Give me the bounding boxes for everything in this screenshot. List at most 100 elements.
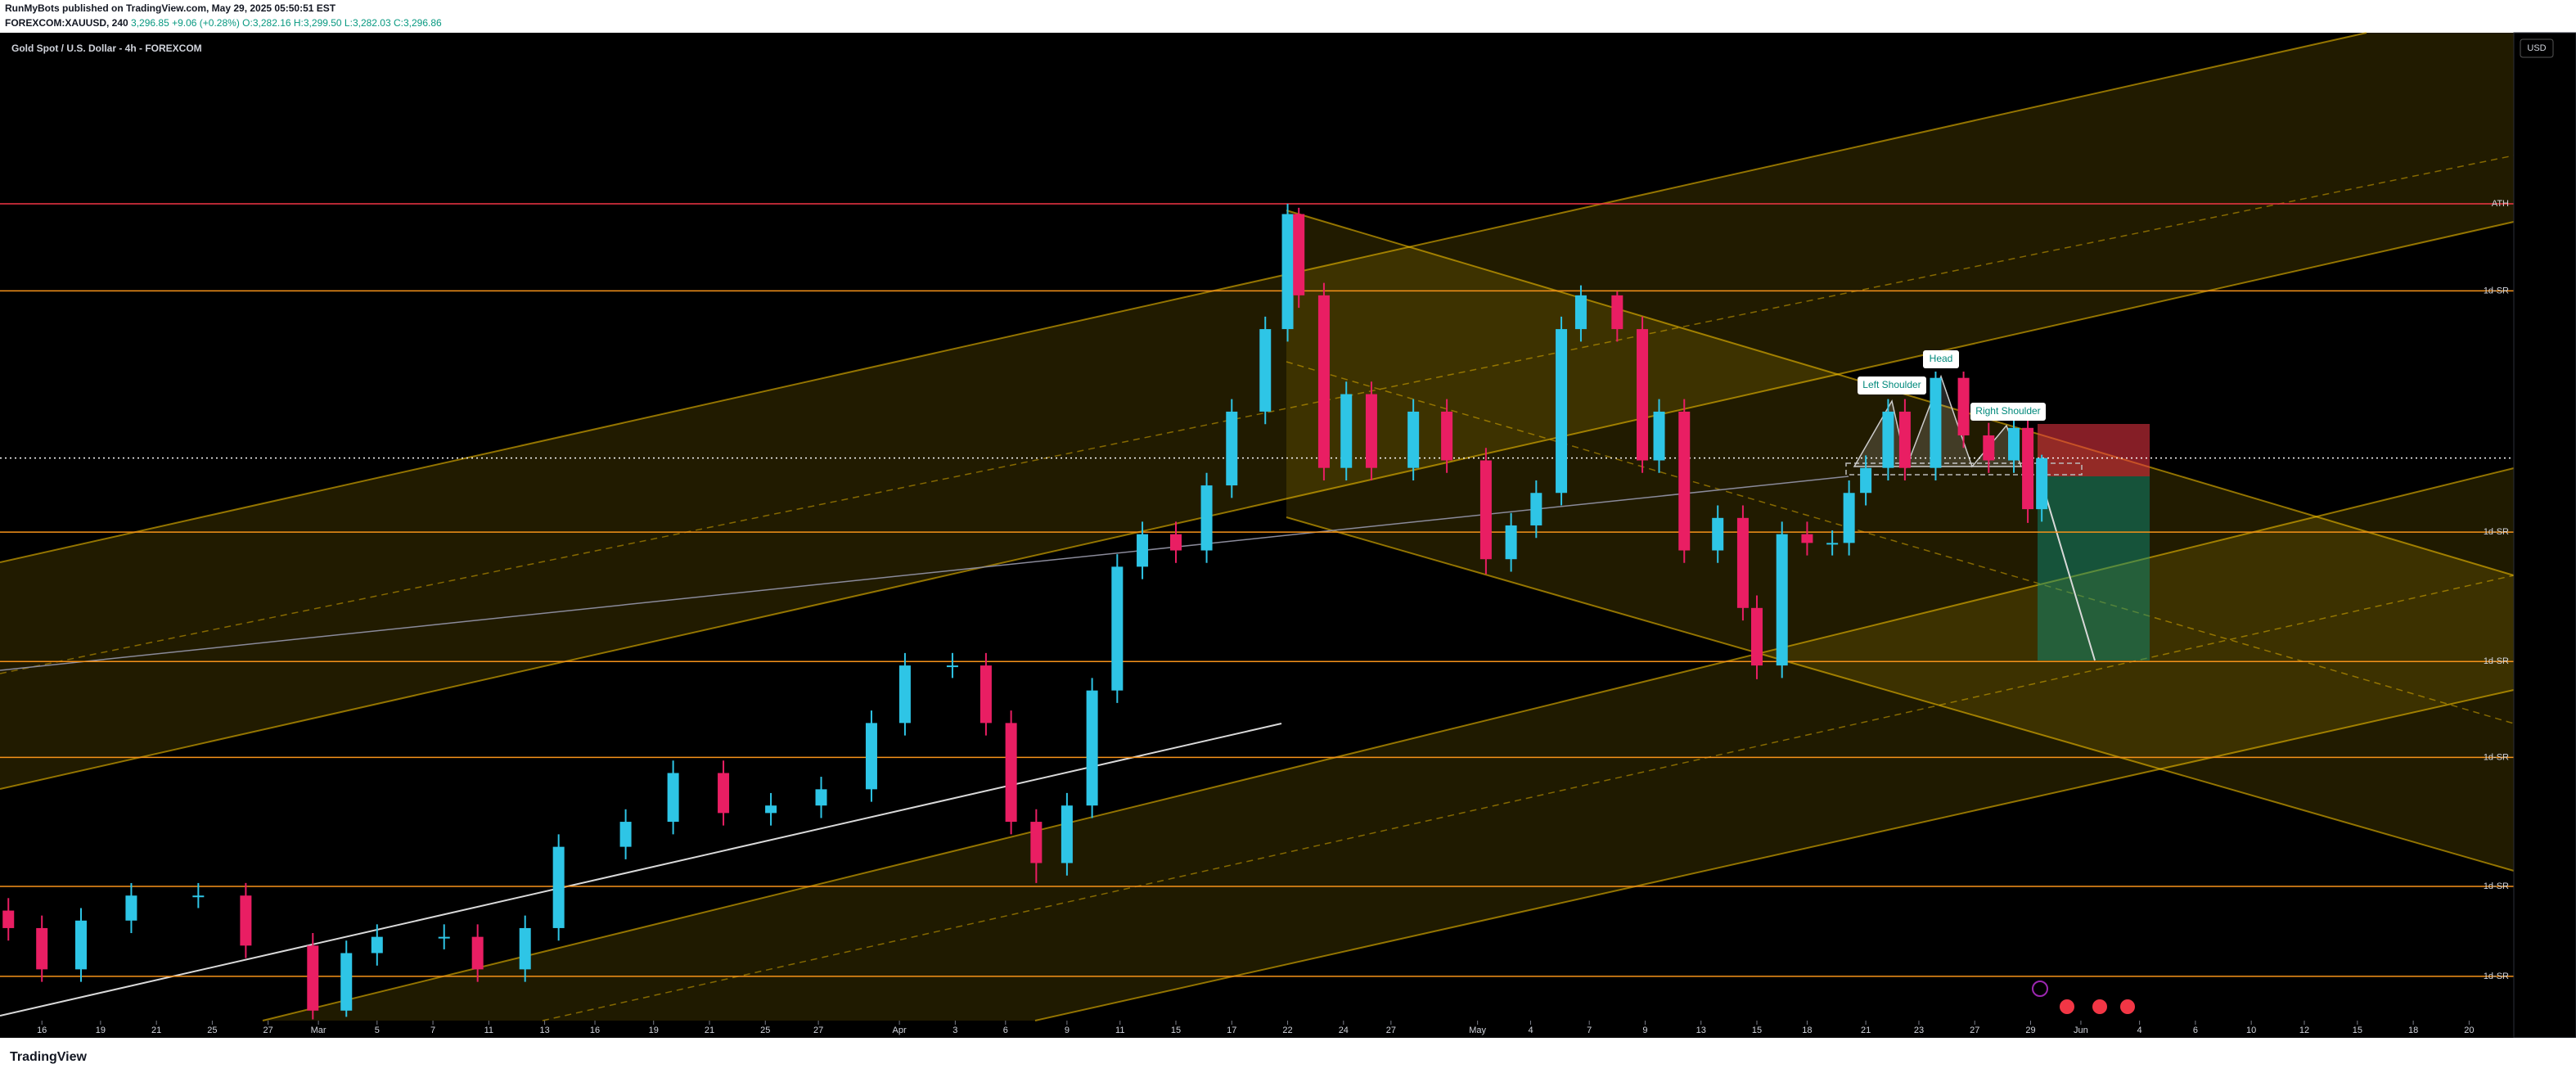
candle-body xyxy=(1556,329,1568,494)
annotation: Right Shoulder xyxy=(1975,405,2040,417)
levels xyxy=(0,203,2514,977)
candle-body xyxy=(1365,394,1377,468)
change: 3,296.85 +9.06 (+0.28%) xyxy=(131,17,240,29)
x-tick-label: 17 xyxy=(1227,1026,1236,1035)
x-tick-label: 6 xyxy=(1003,1026,1008,1035)
channel-midline xyxy=(0,155,2515,674)
candle-body xyxy=(1441,411,1453,461)
candle-body xyxy=(1317,295,1330,468)
x-tick-label: 29 xyxy=(2025,1026,2035,1035)
candle-body xyxy=(2,910,15,928)
candle-body xyxy=(1826,543,1839,545)
x-tick-label: 24 xyxy=(1339,1026,1349,1035)
candle-body xyxy=(1111,566,1124,691)
event-icon xyxy=(2032,981,2048,997)
x-tick-label: Apr xyxy=(893,1026,907,1035)
x-tick-label: 13 xyxy=(539,1026,549,1035)
candle-body xyxy=(1061,805,1073,863)
x-tick-label: 25 xyxy=(207,1026,217,1035)
candle-body xyxy=(1200,485,1213,551)
candles xyxy=(2,204,2048,1020)
candle-body xyxy=(1340,394,1353,468)
candle-body xyxy=(1712,517,1724,551)
candle-body xyxy=(1983,435,1995,461)
candle-body xyxy=(1957,377,1970,435)
footer xyxy=(0,1038,2576,1073)
candle-body xyxy=(1653,411,1665,461)
candle-body xyxy=(1736,517,1749,608)
x-tick-label: 10 xyxy=(2246,1026,2256,1035)
x-tick-label: 27 xyxy=(813,1026,823,1035)
candle-body xyxy=(946,665,958,668)
candle-body xyxy=(1574,295,1587,330)
candle-body xyxy=(1843,493,1855,543)
trendline xyxy=(0,723,1282,1017)
event-icon xyxy=(2120,999,2135,1014)
candle-body xyxy=(471,936,484,970)
publisher: RunMyBots published on TradingView.com, … xyxy=(5,2,336,14)
annotation-box xyxy=(1923,350,1959,368)
channel-line xyxy=(1034,689,2515,1021)
x-tick-label: 16 xyxy=(590,1026,600,1035)
price-axis xyxy=(2513,32,2576,1039)
level-name: 1d-SR xyxy=(2484,286,2509,295)
candle-body xyxy=(1407,411,1420,468)
channel-fill xyxy=(0,33,2514,789)
channel-line xyxy=(262,467,2515,1021)
target-zone xyxy=(2038,476,2150,660)
candle-body xyxy=(1776,534,1788,666)
x-tick-label: Jun xyxy=(2074,1026,2088,1035)
candle-body xyxy=(519,927,531,970)
candle-body xyxy=(438,936,450,939)
candle-body xyxy=(718,773,730,814)
candle-body xyxy=(552,846,565,928)
symbol: FOREXCOM:XAUUSD, 240 xyxy=(5,17,128,29)
candle-body xyxy=(1637,329,1649,461)
candle-body xyxy=(1030,822,1043,863)
x-tick-label: 4 xyxy=(2137,1026,2142,1035)
channel-line xyxy=(1286,516,2515,872)
drawings xyxy=(0,32,2515,1021)
candle-body xyxy=(1750,607,1763,666)
x-tick-label: 9 xyxy=(1642,1026,1647,1035)
x-tick-label: Mar xyxy=(311,1026,327,1035)
candle-body xyxy=(1086,690,1098,806)
annotation-box xyxy=(1970,403,2046,421)
x-tick-label: 3 xyxy=(952,1026,957,1035)
candle-body xyxy=(1505,525,1517,560)
channel-line xyxy=(0,32,2367,563)
x-tick-label: 7 xyxy=(430,1026,435,1035)
x-tick-label: 7 xyxy=(1587,1026,1592,1035)
candle-body xyxy=(307,945,319,1011)
candle-body xyxy=(36,927,48,970)
x-tick-label: 25 xyxy=(760,1026,770,1035)
candle-body xyxy=(74,920,87,970)
candle-body xyxy=(1930,377,1942,468)
annotation: Head xyxy=(1930,353,1953,364)
level-name: 1d-SR xyxy=(2484,881,2509,891)
x-tick-label: 13 xyxy=(1696,1026,1706,1035)
x-tick-label: 4 xyxy=(1528,1026,1533,1035)
ohlc: O:3,282.16 H:3,299.50 L:3,282.03 C:3,296… xyxy=(242,17,442,29)
level-name: ATH xyxy=(2492,199,2509,209)
x-tick-label: 12 xyxy=(2299,1026,2309,1035)
candle-body xyxy=(980,665,992,724)
x-tick-label: 11 xyxy=(484,1026,493,1035)
x-tick-label: 15 xyxy=(1752,1026,1762,1035)
candle-body xyxy=(371,936,383,954)
candle-body xyxy=(2022,427,2034,510)
x-tick-label: 27 xyxy=(1386,1026,1396,1035)
annotation-box xyxy=(1858,376,1926,394)
candle-body xyxy=(1530,493,1542,525)
x-tick-label: 15 xyxy=(2353,1026,2362,1035)
x-tick-label: 21 xyxy=(1861,1026,1871,1035)
x-tick-label: 6 xyxy=(2193,1026,2198,1035)
candle-body xyxy=(240,895,252,946)
channel-line xyxy=(0,221,2515,790)
x-tick-label: 11 xyxy=(1115,1026,1124,1035)
currency-box xyxy=(2520,38,2554,58)
x-tick-label: 21 xyxy=(705,1026,714,1035)
candle-body xyxy=(125,895,137,921)
x-tick-label: 18 xyxy=(1802,1026,1812,1035)
